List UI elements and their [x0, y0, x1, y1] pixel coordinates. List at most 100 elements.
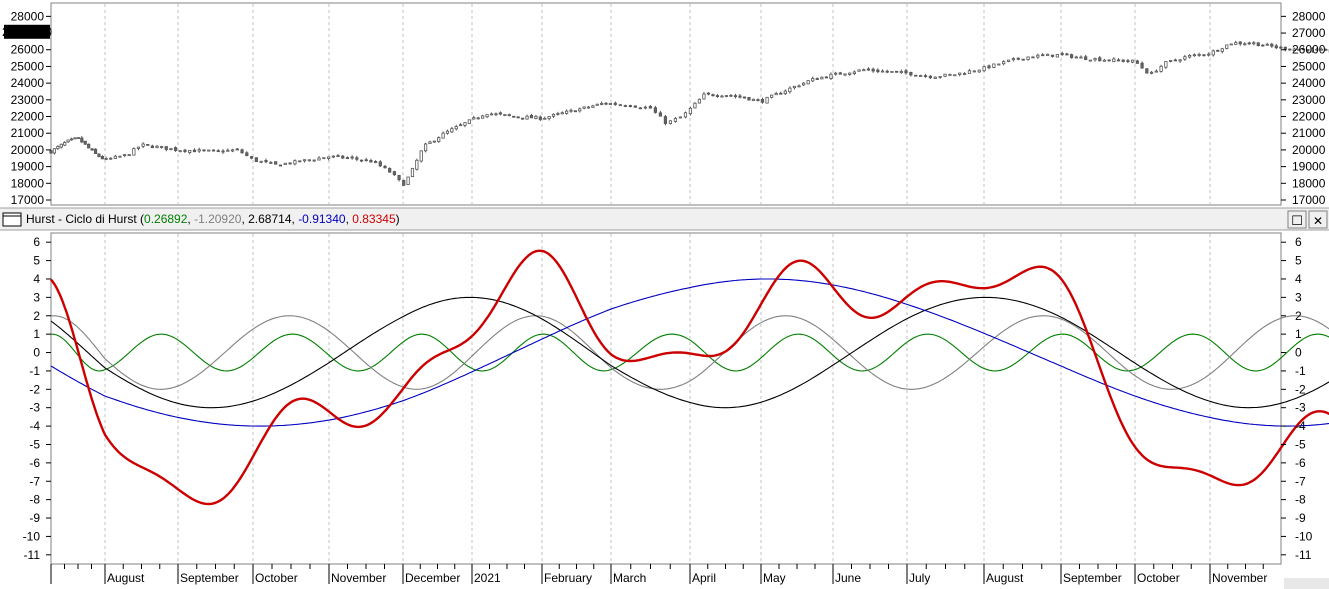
candle-body: [693, 102, 697, 109]
x-tick-label: October: [1137, 571, 1180, 585]
candle-body: [97, 153, 101, 157]
price-tick-label: 27000: [1292, 26, 1326, 40]
candle-body: [355, 157, 359, 160]
candle-body: [454, 126, 458, 130]
candle-body: [1306, 49, 1310, 52]
restore-button[interactable]: ☐: [1287, 210, 1307, 229]
candle-body: [788, 87, 792, 93]
candle-body: [1297, 48, 1301, 51]
candle-body: [188, 150, 192, 153]
candle-body: [534, 115, 538, 119]
candle-body: [512, 115, 516, 118]
candle-body: [378, 161, 382, 167]
candle-body: [1041, 54, 1045, 57]
candle-body: [1126, 60, 1130, 62]
candle-body: [485, 114, 489, 118]
x-tick-label: November: [331, 571, 386, 585]
current-price-badge: [4, 24, 50, 39]
candle-body: [93, 148, 98, 154]
candle-body: [697, 98, 702, 104]
candle-body: [406, 176, 410, 186]
price-tick-label: 21000: [11, 126, 45, 140]
candle-body: [1093, 58, 1097, 61]
indicator-axis-left: 6 5 4 3 2 1 0 -1 -2 -3 -4 -5 -6 -7 -8 -9 -10 -11: [23, 235, 51, 562]
candle-body: [1270, 43, 1274, 47]
candle-body: [235, 148, 239, 151]
candle-body: [538, 116, 542, 120]
candle-body: [1164, 61, 1168, 68]
candle-body: [914, 74, 918, 77]
candle-body: [230, 149, 235, 152]
candle-body: [1202, 54, 1206, 57]
price-tick-label: 25000: [1292, 59, 1326, 73]
candle-body: [226, 149, 230, 152]
panel-menu-icon[interactable]: [2, 212, 22, 227]
candle-body: [1088, 59, 1092, 62]
candle-body: [843, 73, 847, 76]
candle-body: [1002, 61, 1006, 65]
candle-body: [765, 96, 769, 104]
candle-body: [1145, 68, 1149, 74]
candle-body: [1098, 57, 1102, 62]
indicator-separator: ,: [346, 212, 353, 226]
indicator-panel[interactable]: 6 5 4 3 2 1 0 -1 -2 -3 -4 -5 -6 -7 -8 -9 -10 -11 6 5 4 3 2 1 0 -…: [23, 232, 1329, 565]
price-candles: [49, 40, 1329, 186]
candle-body: [392, 171, 396, 176]
price-tick-label: 17000: [11, 193, 45, 207]
candle-body: [890, 71, 894, 73]
candle-body: [678, 116, 683, 119]
x-axis: August September October November December 20…: [50, 563, 1281, 589]
candle-body: [437, 137, 441, 143]
candle-body: [1149, 71, 1154, 74]
candle-body: [543, 117, 547, 120]
candle-body: [595, 103, 599, 106]
candle-body: [481, 115, 485, 119]
candle-body: [806, 80, 810, 85]
candle-body: [1016, 57, 1020, 60]
candle-body: [1074, 56, 1078, 59]
candle-body: [760, 98, 765, 103]
indicator-tick-label: 5: [33, 254, 40, 268]
indicator-tick-label: -9: [29, 511, 40, 525]
candle-body: [933, 76, 937, 79]
candle-body: [742, 96, 747, 99]
x-tick-label: November: [1212, 571, 1267, 585]
price-tick-label: 23000: [1292, 93, 1326, 107]
candle-body: [359, 159, 364, 162]
candle-body: [1031, 56, 1035, 59]
candle-body: [1021, 58, 1025, 61]
candle-body: [283, 162, 287, 166]
candle-body: [197, 149, 201, 152]
candle-body: [66, 139, 70, 143]
candle-body: [274, 161, 278, 165]
candle-body: [293, 160, 297, 165]
candle-body: [1102, 59, 1107, 62]
indicator-value-gray: -1.20920: [194, 212, 242, 226]
candle-body: [1173, 59, 1177, 62]
indicator-separator: ,: [241, 212, 248, 226]
price-panel[interactable]: 17000 18000 19000 20000 21000 22000 23000 24000…: [2, 2, 1329, 207]
price-tick-label: 21000: [1292, 126, 1326, 140]
scroll-strip[interactable]: [1284, 578, 1329, 589]
candle-body: [109, 157, 113, 160]
indicator-tick-label: 1: [33, 327, 40, 341]
candle-body: [811, 78, 815, 82]
indicator-tick-label: -3: [1295, 401, 1306, 415]
price-tick-label: 26000: [11, 43, 45, 57]
close-button[interactable]: ✕: [1308, 210, 1328, 229]
candle-body: [774, 93, 778, 96]
candle-body: [494, 113, 498, 116]
close-icon: ✕: [1313, 214, 1323, 228]
candle-body: [1130, 59, 1135, 63]
x-tick-label: April: [692, 571, 716, 585]
candle-body: [1207, 53, 1211, 56]
candle-body: [862, 69, 866, 72]
candle-body: [1169, 60, 1173, 62]
candle-body: [49, 150, 53, 154]
candle-body: [278, 164, 283, 167]
candle-body: [623, 105, 627, 108]
candle-body: [997, 63, 1001, 66]
candle-body: [683, 112, 688, 118]
indicator-tick-label: -3: [29, 401, 40, 415]
candle-body: [1197, 54, 1201, 56]
